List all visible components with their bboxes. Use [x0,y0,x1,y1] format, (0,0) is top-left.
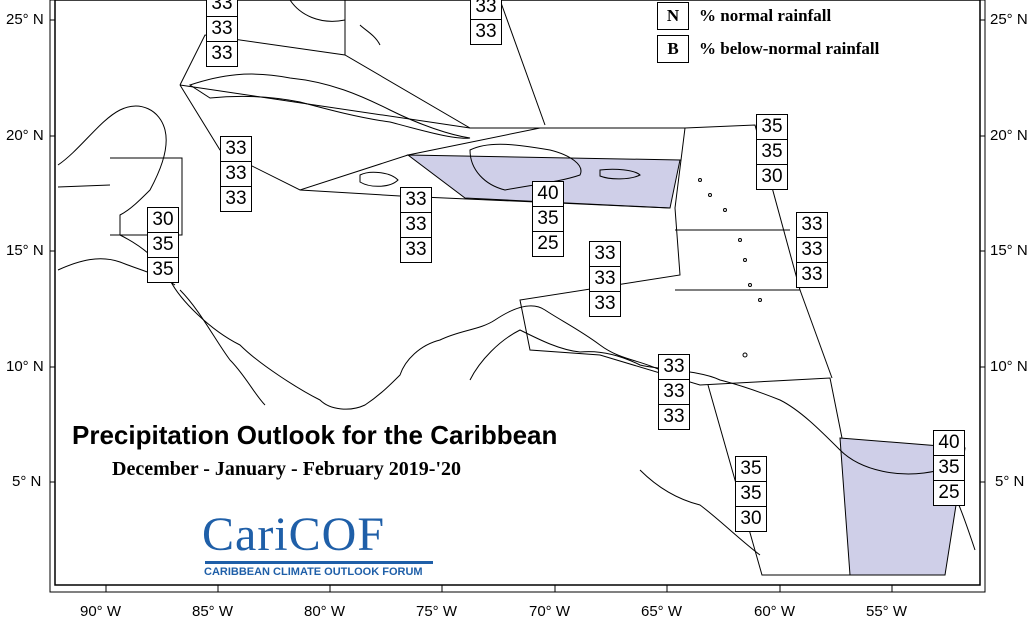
lon-label-55: 55° W [866,603,908,620]
forecast-value: 33 [405,239,427,260]
lat-label-15-right: 15° N [990,242,1028,259]
forecast-box-leeward-islands: 35 35 30 [756,114,788,190]
legend-below: B % below-normal rainfall [657,35,879,63]
forecast-box-guyana: 35 35 30 [735,456,767,532]
map-frame [54,0,981,586]
forecast-value: 40 [533,182,563,207]
forecast-value: 33 [659,355,689,380]
legend-label-below: % below-normal rainfall [699,39,880,58]
coastlines [57,0,976,556]
forecast-box-northern-bahamas: 33 33 33 [206,0,238,67]
forecast-box-suriname-guiana: 40 35 25 [933,430,965,506]
lat-label-20-left: 20° N [6,127,44,144]
forecast-value: 33 [221,162,251,187]
legend-key-b: B [657,35,689,63]
forecast-value: 33 [663,406,685,427]
lon-label-85: 85° W [192,603,234,620]
forecast-value: 33 [207,0,237,17]
forecast-box-cuba-west: 33 33 33 [220,136,252,212]
forecast-value: 35 [757,140,787,165]
forecast-value: 33 [211,43,233,64]
forecast-value: 35 [736,457,766,482]
forecast-box-abc-islands: 33 33 33 [589,241,621,317]
forecast-box-windward-islands: 33 33 33 [796,212,828,288]
lat-label-20-right: 20° N [990,127,1028,144]
forecast-value: 33 [797,238,827,263]
lat-label-10-left: 10° N [6,358,44,375]
forecast-value: 33 [225,188,247,209]
forecast-value: 35 [152,259,174,280]
outer-frame [49,0,986,593]
forecast-value: 25 [938,482,960,503]
forecast-value: 40 [934,431,964,456]
lat-label-25-left: 25° N [6,11,44,28]
lon-label-70: 70° W [529,603,571,620]
map-subtitle: December - January - February 2019-'20 [112,458,462,480]
lat-label-5-right: 5° N [995,473,1025,490]
forecast-value: 35 [757,115,787,140]
lon-label-75: 75° W [416,603,458,620]
legend-key-n: N [657,2,689,30]
forecast-value: 33 [797,213,827,238]
lon-label-65: 65° W [641,603,683,620]
forecast-value: 33 [590,267,620,292]
tick-marks [50,19,985,592]
lat-label-5-left: 5° N [12,473,42,490]
forecast-box-jamaica: 33 33 33 [400,187,432,263]
forecast-value: 33 [471,0,501,20]
forecast-value: 35 [934,456,964,481]
forecast-value: 30 [740,508,762,529]
logo-underline [205,561,433,564]
forecast-box-hispaniola: 40 35 25 [532,181,564,257]
forecast-value: 33 [207,17,237,42]
forecast-value: 33 [401,213,431,238]
forecast-value: 30 [148,208,178,233]
logo-tagline: CARIBBEAN CLIMATE OUTLOOK FORUM [204,566,423,578]
lat-label-15-left: 15° N [6,242,44,259]
forecast-box-trinidad: 33 33 33 [658,354,690,430]
forecast-value: 30 [761,166,783,187]
forecast-value: 33 [401,188,431,213]
lon-label-90: 90° W [80,603,122,620]
caricof-logo: CariCOF [202,508,386,561]
forecast-value: 33 [594,293,616,314]
forecast-value: 35 [736,482,766,507]
forecast-box-southern-bahamas: 33 33 [470,0,502,45]
lon-label-80: 80° W [304,603,346,620]
forecast-box-belize: 30 35 35 [147,207,179,283]
region-boundaries [57,0,850,576]
forecast-value: 35 [533,207,563,232]
lat-label-25-right: 25° N [990,11,1028,28]
forecast-value: 35 [148,233,178,258]
forecast-value: 33 [475,21,497,42]
forecast-value: 33 [221,137,251,162]
legend-normal: N % normal rainfall [657,2,831,30]
legend-label-normal: % normal rainfall [699,6,832,25]
forecast-value: 33 [659,380,689,405]
forecast-value: 25 [537,233,559,254]
lon-label-60: 60° W [754,603,796,620]
forecast-value: 33 [590,242,620,267]
map-title: Precipitation Outlook for the Caribbean [72,420,558,450]
forecast-value: 33 [801,264,823,285]
lat-label-10-right: 10° N [990,358,1028,375]
